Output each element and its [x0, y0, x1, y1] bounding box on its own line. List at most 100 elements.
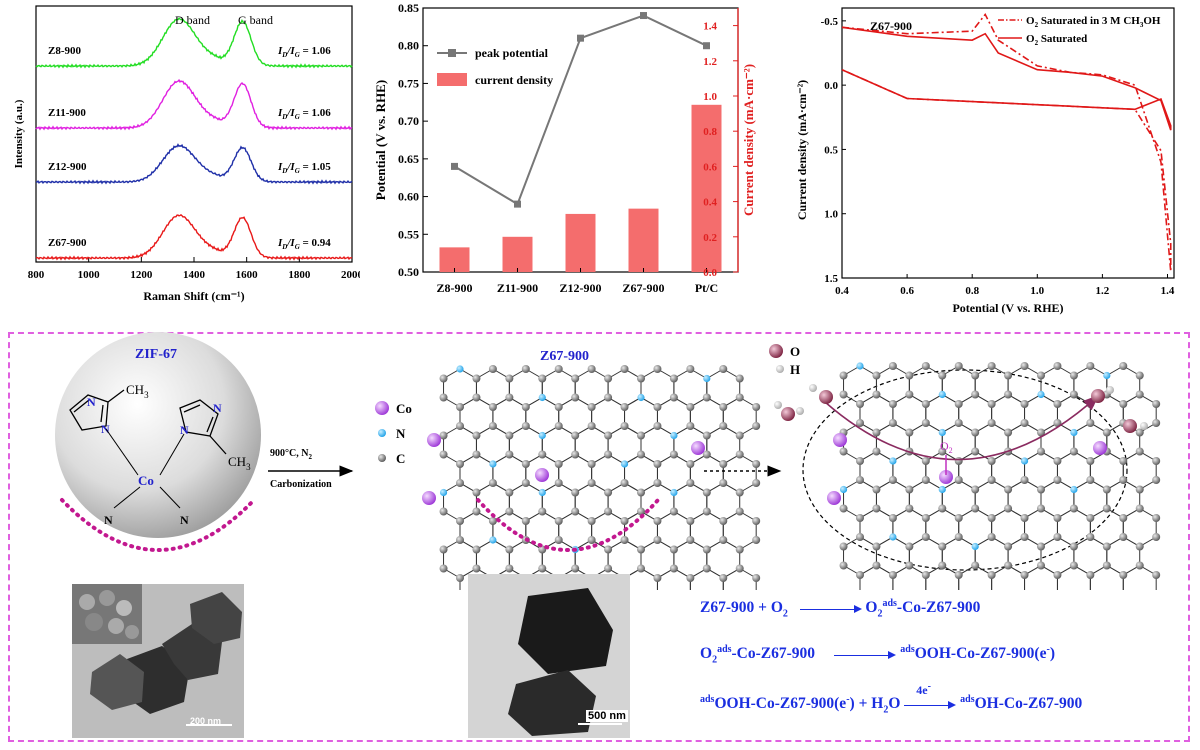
peak-potential-point: [640, 12, 647, 20]
carbon-atom: [1004, 390, 1013, 399]
carbon-atom: [456, 422, 464, 430]
cv-y-tick: 1.5: [824, 273, 838, 285]
n-atom: N: [213, 401, 222, 415]
carbon-atom: [702, 450, 711, 459]
carbon-atom: [571, 507, 580, 516]
nitrogen-atom: [938, 428, 946, 437]
carbon-atom: [905, 504, 914, 513]
category-label: Z12-900: [560, 281, 602, 295]
nitrogen-atom: [703, 374, 711, 383]
carbon-atom: [554, 422, 563, 430]
carbon-atom: [571, 374, 580, 383]
dotted-arc: [60, 498, 256, 552]
carbon-atom: [604, 431, 613, 440]
carbon-atom: [719, 403, 728, 411]
carbon-atom: [971, 561, 980, 570]
carbon-atom: [587, 365, 596, 373]
carbon-atom: [888, 571, 897, 579]
zif67-sphere: [55, 332, 261, 538]
carbon-atom: [653, 365, 662, 373]
carbon-atom: [1135, 428, 1144, 437]
carbon-atom: [472, 545, 481, 554]
carbon-atom: [1020, 571, 1029, 579]
raman-x-tick: 800: [28, 269, 45, 281]
left-y-tick: 0.55: [398, 227, 419, 241]
carbon-atom: [653, 536, 662, 544]
category-label: Z8-900: [437, 281, 473, 295]
nitrogen-atom: [1070, 428, 1078, 437]
carbon-atom: [702, 507, 711, 516]
carbon-atom: [702, 564, 711, 573]
carbonization-label: Carbonization: [270, 479, 332, 490]
current-density-bar: [691, 104, 722, 272]
carbon-atom: [888, 362, 897, 370]
carbon-atom: [636, 431, 645, 440]
n-legend-ball: [378, 429, 386, 437]
nitrogen-atom: [839, 485, 848, 494]
cobalt-atom: [535, 468, 549, 482]
n-atom: N: [180, 423, 189, 437]
carbon-atom: [604, 393, 613, 402]
carbon-atom: [1020, 533, 1029, 541]
carbon-atom: [921, 457, 930, 465]
carbon-atom: [686, 536, 695, 544]
nitrogen-atom: [637, 393, 645, 402]
carbon-atom: [439, 545, 448, 554]
nitrogen-atom: [856, 362, 864, 370]
peak-potential-point: [703, 42, 710, 50]
carbon-atom: [971, 428, 980, 437]
carbon-atom: [872, 390, 881, 399]
legend-co: Co: [396, 401, 412, 416]
carbon-atom: [571, 564, 580, 573]
carbon-atom: [921, 400, 930, 408]
carbon-atom: [719, 365, 728, 373]
carbon-atom: [472, 431, 481, 440]
carbon-atom: [839, 447, 848, 456]
carbon-atom: [905, 485, 914, 494]
carbon-atom: [1102, 428, 1111, 437]
carbon-atom: [719, 574, 728, 582]
raman-curve-Z8-900: [35, 17, 353, 69]
carbon-atom: [505, 507, 514, 516]
carbon-atom: [439, 393, 448, 402]
carbon-atom: [456, 403, 464, 411]
cv-xlabel: Potential (V vs. RHE): [952, 301, 1063, 315]
cobalt-atom: [939, 470, 953, 484]
cv-legend: O-0.62 Saturated in 3 M CH3OH O2 Saturat…: [998, 15, 1161, 47]
carbon-atom: [1152, 400, 1161, 408]
carbon-atom: [636, 545, 645, 554]
nitrogen-atom: [938, 485, 946, 494]
nitrogen-atom: [938, 390, 946, 399]
raman-curve-Z12-900: [36, 143, 353, 185]
nitrogen-atom: [489, 460, 497, 468]
cobalt-atom: [422, 491, 436, 505]
nitrogen-atom: [971, 542, 979, 551]
right-y-tick: 1.0: [703, 91, 717, 103]
nitrogen-atom: [670, 488, 678, 497]
legend-o: O: [790, 344, 800, 359]
carbon-atom: [987, 476, 996, 484]
nitrogen-atom: [1103, 371, 1111, 380]
right-y-tick: 0.0: [703, 267, 717, 279]
carbon-atom: [636, 450, 645, 459]
carbon-atom: [905, 428, 914, 437]
carbon-atom: [735, 450, 744, 459]
nitrogen-atom: [670, 431, 678, 440]
carbon-atom: [538, 507, 547, 516]
carbon-atom: [554, 517, 563, 525]
peak-potential-point: [577, 34, 584, 42]
n-atom: N: [180, 513, 189, 527]
carbon-atom: [538, 450, 547, 459]
carbon-atom: [1020, 419, 1029, 427]
carbon-atom: [620, 479, 629, 487]
carbon-atom: [872, 428, 881, 437]
carbon-atom: [954, 400, 963, 408]
carbon-atom: [456, 536, 464, 544]
carbon-atom: [872, 542, 881, 551]
carbon-atom: [954, 419, 963, 427]
tem-image-zif67: 200 nm: [72, 584, 244, 738]
raman-xlabel: Raman Shift (cm⁻¹): [143, 289, 244, 303]
carbon-atom: [669, 507, 678, 516]
zif67-label: ZIF-67: [135, 347, 177, 362]
carbon-atom: [938, 504, 947, 513]
